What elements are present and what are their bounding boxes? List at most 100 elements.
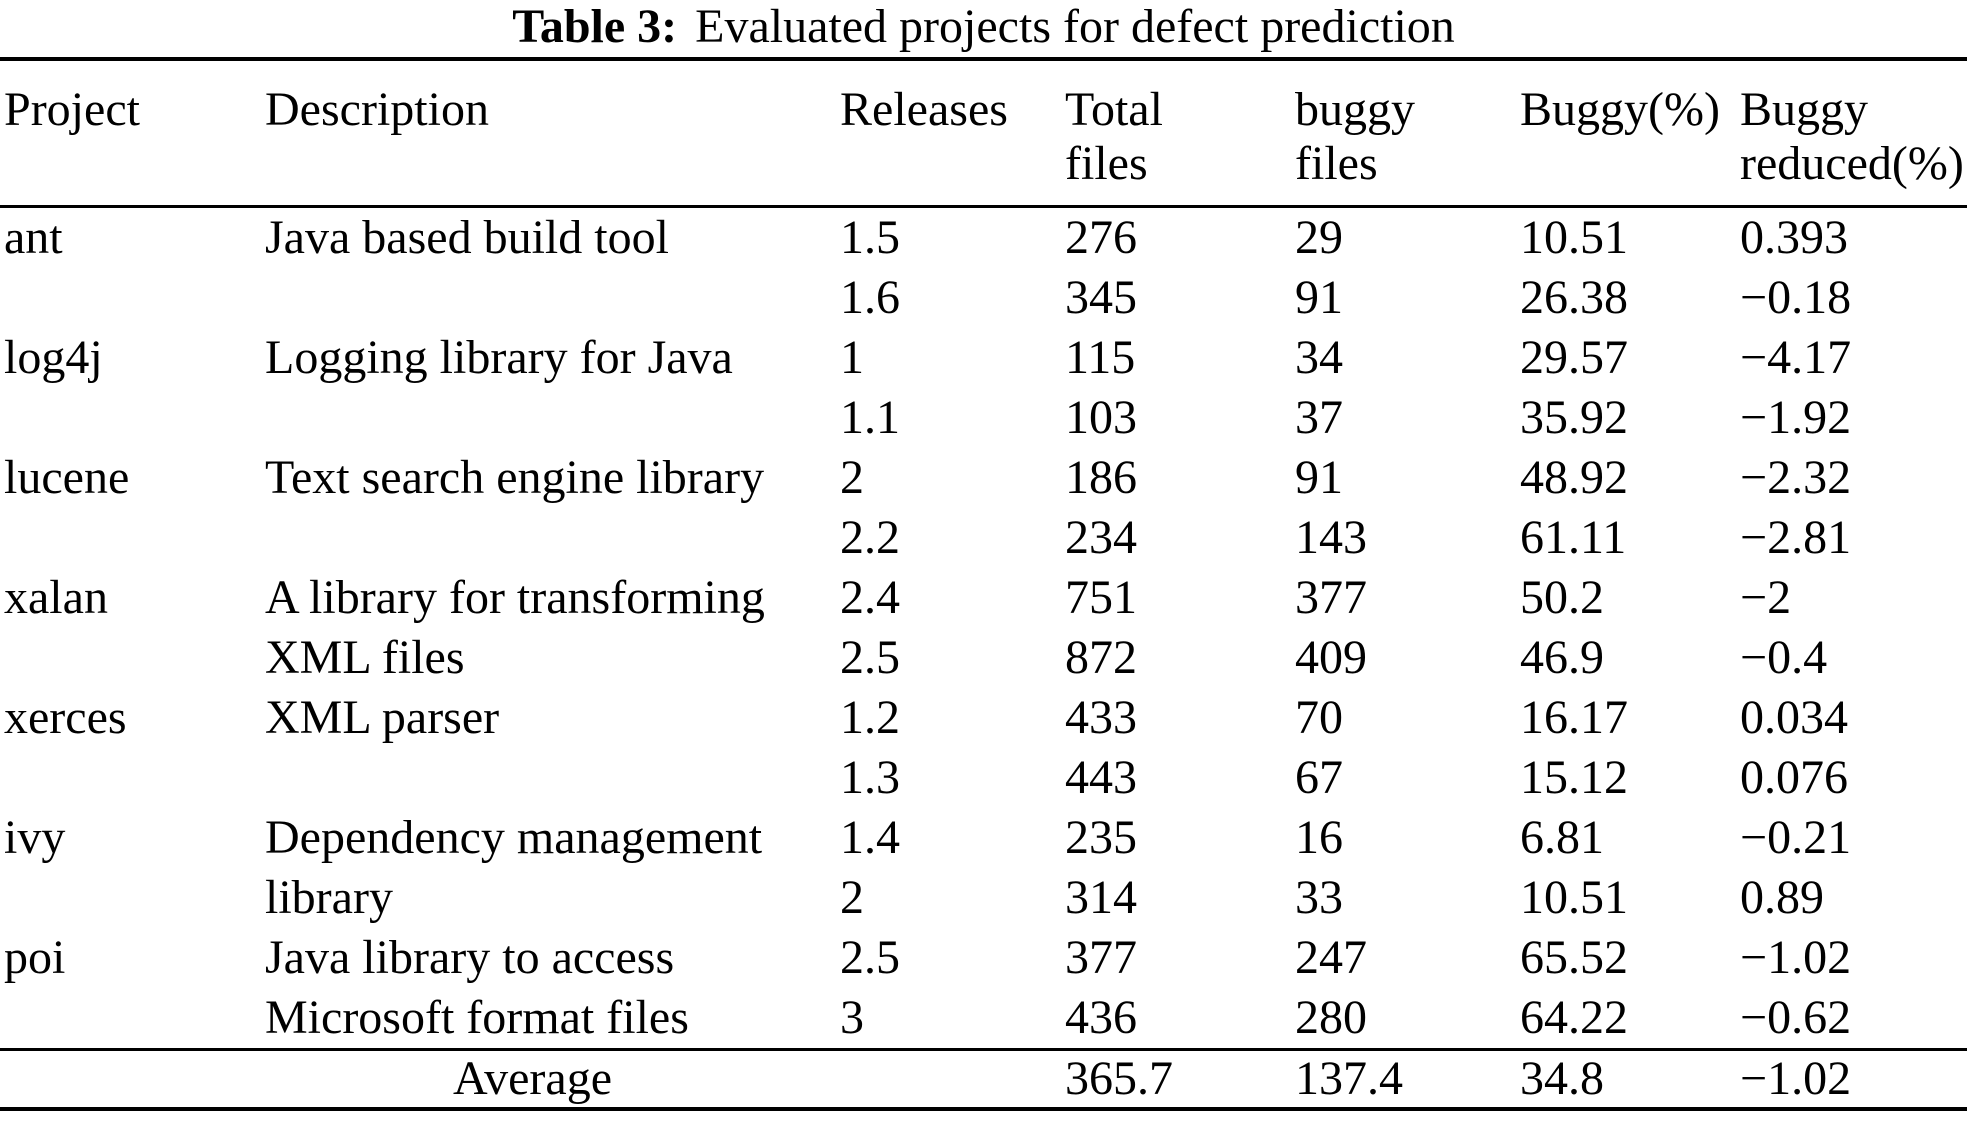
- cell-buggy-reduced: −0.62: [1740, 991, 1852, 1044]
- table-caption-number: Table 3:: [512, 0, 678, 53]
- project-description: Logging library for Java: [265, 331, 733, 384]
- cell-buggy-reduced: −1.92: [1740, 391, 1852, 444]
- table-footer: Average 365.7 137.4 34.8 −1.02: [0, 1049, 1967, 1110]
- project-description: Text search engine library: [265, 451, 765, 504]
- average-row: Average 365.7 137.4 34.8 −1.02: [0, 1049, 1967, 1110]
- cell-release: 1.1: [840, 391, 900, 444]
- project-description: A library for transforming XML files: [265, 571, 765, 684]
- average-total-files: 365.7: [1065, 1052, 1173, 1105]
- col-header-buggy-pct: Buggy(%): [1520, 83, 1720, 136]
- cell-buggy-files: 409: [1295, 631, 1367, 684]
- cell-buggy-reduced: 0.034: [1740, 691, 1848, 744]
- cell-total-files: 872: [1065, 631, 1137, 684]
- cell-buggy-pct: 48.92: [1520, 451, 1628, 504]
- cell-release: 2.5: [840, 631, 900, 684]
- cell-buggy-files: 377: [1295, 571, 1367, 624]
- cell-release: 2.2: [840, 511, 900, 564]
- cell-release: 1.4: [840, 811, 900, 864]
- cell-buggy-files: 70: [1295, 691, 1343, 744]
- table-row: ant Java based build tool 1.5 276 29 10.…: [0, 207, 1967, 269]
- cell-buggy-reduced: 0.076: [1740, 751, 1848, 804]
- project-description: Java library to access Microsoft format …: [265, 931, 689, 1044]
- cell-buggy-reduced: −0.18: [1740, 271, 1852, 324]
- cell-release: 1.6: [840, 271, 900, 324]
- col-header-buggy-reduced: Buggy reduced(%): [1740, 83, 1964, 190]
- cell-buggy-files: 91: [1295, 451, 1343, 504]
- cell-buggy-reduced: 0.89: [1740, 871, 1824, 924]
- average-label: Average: [453, 1052, 612, 1105]
- cell-release: 1.3: [840, 751, 900, 804]
- cell-buggy-files: 91: [1295, 271, 1343, 324]
- cell-release: 2.4: [840, 571, 900, 624]
- project-name: lucene: [4, 451, 130, 504]
- cell-buggy-pct: 29.57: [1520, 331, 1628, 384]
- cell-buggy-files: 37: [1295, 391, 1343, 444]
- project-description: Dependency management library: [265, 811, 763, 924]
- cell-release: 2.5: [840, 931, 900, 984]
- table-row: 2.2 234 143 61.11 −2.81: [0, 508, 1967, 568]
- cell-total-files: 443: [1065, 751, 1137, 804]
- cell-release: 1.2: [840, 691, 900, 744]
- table-row: xalan A library for transforming XML fil…: [0, 568, 1967, 684]
- table-header: Project Description Releases Total files…: [0, 59, 1967, 207]
- cell-buggy-pct: 6.81: [1520, 811, 1604, 864]
- table-row: poi Java library to access Microsoft for…: [0, 928, 1967, 1044]
- cell-buggy-pct: 10.51: [1520, 871, 1628, 924]
- table-row: 2 314 33 10.51 0.89: [0, 868, 1967, 928]
- cell-release: 3: [840, 991, 864, 1044]
- col-header-buggy-files: buggy files: [1295, 83, 1415, 190]
- cell-total-files: 103: [1065, 391, 1137, 444]
- table-caption: Table 3: Evaluated projects for defect p…: [0, 0, 1967, 57]
- cell-buggy-reduced: −0.4: [1740, 631, 1828, 684]
- project-name: poi: [4, 931, 66, 984]
- project-name: xalan: [4, 571, 108, 624]
- cell-total-files: 115: [1065, 331, 1136, 384]
- table-row: ivy Dependency management library 1.4 23…: [0, 808, 1967, 924]
- average-buggy-reduced: −1.02: [1740, 1052, 1852, 1105]
- cell-buggy-pct: 35.92: [1520, 391, 1628, 444]
- project-name: ivy: [4, 811, 66, 864]
- table-caption-title: Evaluated projects for defect prediction: [695, 0, 1455, 53]
- cell-buggy-pct: 15.12: [1520, 751, 1628, 804]
- average-buggy-files: 137.4: [1295, 1052, 1403, 1105]
- cell-total-files: 276: [1065, 211, 1137, 264]
- cell-total-files: 433: [1065, 691, 1137, 744]
- project-description: XML parser: [265, 691, 500, 744]
- col-header-total-files: Total files: [1065, 83, 1163, 190]
- table-row: 1.1 103 37 35.92 −1.92: [0, 388, 1967, 448]
- cell-release: 2: [840, 871, 864, 924]
- project-name: ant: [4, 211, 63, 264]
- table-body: ant Java based build tool 1.5 276 29 10.…: [0, 207, 1967, 1050]
- cell-buggy-pct: 65.52: [1520, 931, 1628, 984]
- cell-buggy-reduced: −2.32: [1740, 451, 1852, 504]
- cell-buggy-pct: 61.11: [1520, 511, 1627, 564]
- table-row: xerces XML parser 1.2 433 70 16.17 0.034: [0, 688, 1967, 748]
- header-row: Project Description Releases Total files…: [0, 59, 1967, 207]
- cell-buggy-pct: 64.22: [1520, 991, 1628, 1044]
- cell-buggy-reduced: −4.17: [1740, 331, 1852, 384]
- table-row: log4j Logging library for Java 1 115 34 …: [0, 328, 1967, 388]
- table-row: 1.3 443 67 15.12 0.076: [0, 748, 1967, 808]
- cell-buggy-reduced: −2: [1740, 571, 1792, 624]
- project-name: log4j: [4, 331, 103, 384]
- col-header-releases: Releases: [840, 83, 1008, 136]
- cell-total-files: 314: [1065, 871, 1137, 924]
- table-row: 3 436 280 64.22 −0.62: [0, 988, 1967, 1050]
- cell-total-files: 345: [1065, 271, 1137, 324]
- cell-total-files: 751: [1065, 571, 1137, 624]
- cell-total-files: 186: [1065, 451, 1137, 504]
- cell-buggy-files: 247: [1295, 931, 1367, 984]
- cell-buggy-pct: 26.38: [1520, 271, 1628, 324]
- cell-buggy-reduced: −1.02: [1740, 931, 1852, 984]
- cell-total-files: 377: [1065, 931, 1137, 984]
- cell-buggy-files: 33: [1295, 871, 1343, 924]
- cell-release: 1: [840, 331, 864, 384]
- cell-buggy-pct: 50.2: [1520, 571, 1604, 624]
- cell-buggy-files: 143: [1295, 511, 1367, 564]
- cell-total-files: 235: [1065, 811, 1137, 864]
- cell-buggy-pct: 10.51: [1520, 211, 1628, 264]
- table-row: 1.6 345 91 26.38 −0.18: [0, 268, 1967, 328]
- average-buggy-pct: 34.8: [1520, 1052, 1604, 1105]
- project-name: xerces: [4, 691, 127, 744]
